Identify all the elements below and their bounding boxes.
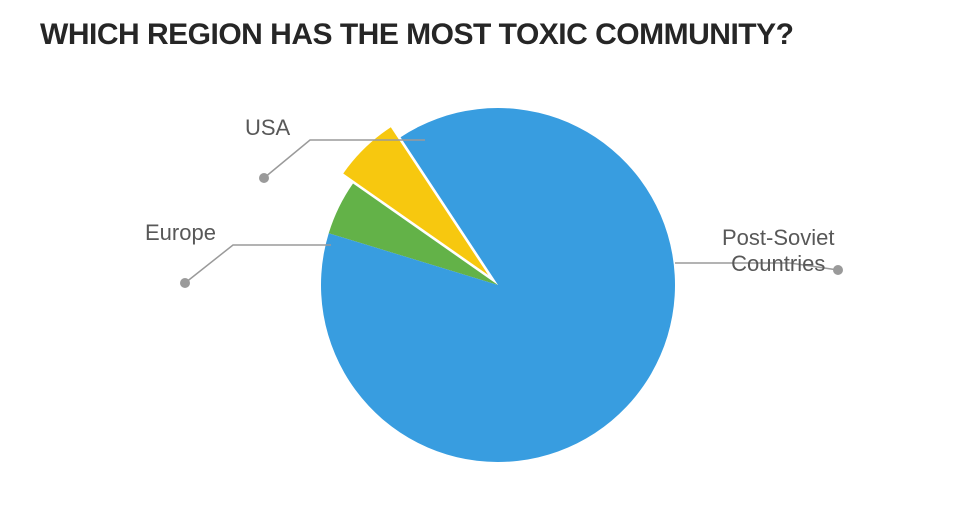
chart-title: WHICH REGION HAS THE MOST TOXIC COMMUNIT… (40, 18, 793, 52)
pie-chart-svg (0, 70, 978, 500)
callout-label: Europe (145, 220, 216, 246)
callout-label: USA (245, 115, 290, 141)
callout-dot (259, 173, 269, 183)
pie-chart: USA Europe Post-Soviet Countries (0, 70, 978, 500)
callout-dot (180, 278, 190, 288)
callout-dot (833, 265, 843, 275)
callout-label: Post-Soviet Countries (722, 225, 835, 277)
callout-line (185, 245, 331, 283)
